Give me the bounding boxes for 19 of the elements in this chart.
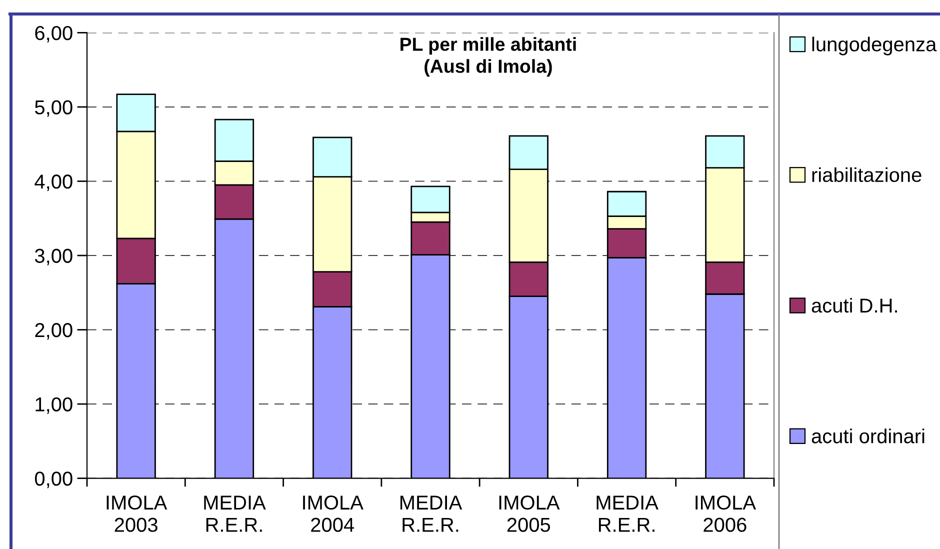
x-tick-label: IMOLA 2003 xyxy=(106,495,168,532)
y-tick-label: 6,00 xyxy=(35,26,72,43)
legend-label: lungodegenza xyxy=(812,36,937,56)
y-tick-label: 4,00 xyxy=(34,174,72,192)
legend-label: acuti ordinari xyxy=(812,428,924,444)
x-tick-label: IMOLA 2006 xyxy=(696,495,756,532)
y-tick-label: 5,00 xyxy=(34,100,72,117)
x-tick-label: MEDIA R.E.R. xyxy=(204,496,266,532)
y-tick-label: 3,00 xyxy=(34,248,72,266)
y-tick-label: 2,00 xyxy=(35,323,72,340)
legend-label: acuti D.H. xyxy=(812,298,897,313)
text: PL per mille abitanti (Ausl di Imola) xyxy=(400,37,576,77)
x-tick-label: IMOLA 2004 xyxy=(303,495,364,532)
y-tick-label: 0,00 xyxy=(34,472,72,488)
x-tick-label: MEDIA R.E.R. xyxy=(596,496,658,532)
x-tick-label: IMOLA 2005 xyxy=(499,495,560,532)
legend-label: riabilitazione xyxy=(812,167,922,182)
x-tick-label: MEDIA R.E.R. xyxy=(400,496,462,532)
y-tick-label: 1,00 xyxy=(36,397,72,414)
